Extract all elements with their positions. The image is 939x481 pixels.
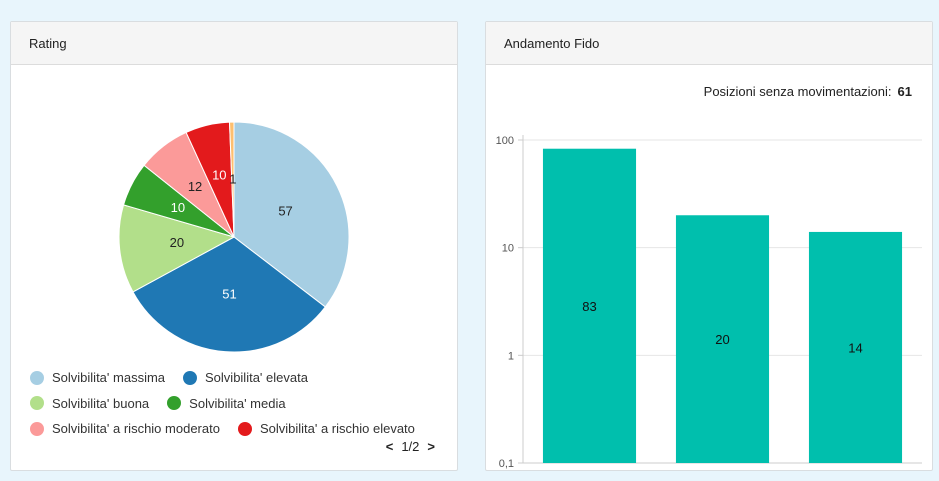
pie-slice-label: 57 — [278, 204, 292, 219]
legend-color-dot — [237, 421, 252, 436]
legend-item[interactable]: Solvibilita' a rischio elevato — [237, 421, 415, 437]
pie-slice[interactable] — [228, 121, 235, 238]
legend-row: Solvibilita' buona Solvibilita' media — [30, 391, 450, 417]
pie-slice-label: 51 — [222, 286, 236, 301]
rating-card: Rating 57 51 20 10 12 10 1 Solvibilita' massim… — [10, 21, 458, 471]
legend-row: Solvibilita' a rischio moderato Solvibili… — [30, 416, 450, 442]
legend-label: Solvibilita' massima — [52, 370, 166, 386]
legend-label: Solvibilita' a rischio moderato — [52, 421, 220, 437]
pie-slice-label: 1 — [229, 172, 236, 187]
pie-slice-label: 10 — [171, 200, 185, 215]
legend-item[interactable]: Solvibilita' a rischio moderato — [30, 421, 220, 436]
y-tick-label: 1 — [508, 350, 514, 362]
bar-value-label: 83 — [582, 299, 596, 314]
pager-next-button[interactable]: > — [427, 439, 435, 454]
pager-page-indicator: 1/2 — [401, 439, 420, 454]
rating-card-title: Rating — [11, 22, 457, 65]
legend-label: Solvibilita' elevata — [205, 370, 308, 386]
legend-label: Solvibilita' media — [189, 395, 286, 411]
legend-color-dot — [183, 370, 198, 385]
y-tick-label: 10 — [502, 243, 514, 255]
andamento-fido-card-title: Andamento Fido — [486, 22, 932, 65]
legend-color-dot — [167, 396, 182, 411]
bar[interactable] — [542, 148, 637, 463]
legend-color-dot — [30, 370, 44, 385]
no-movement-summary: Posizioni senza movimentazioni: 61 — [704, 84, 912, 99]
no-movement-label: Posizioni senza movimentazioni: — [703, 84, 892, 99]
bar[interactable] — [808, 231, 903, 463]
legend-color-dot — [30, 421, 44, 436]
y-tick-label: 100 — [496, 135, 514, 147]
legend-label: Solvibilita' buona — [52, 395, 150, 411]
legend-item[interactable]: Solvibilita' elevata — [183, 370, 308, 385]
andamento-fido-card: Andamento Fido Posizioni senza movimenta… — [485, 21, 933, 471]
legend-item[interactable]: Solvibilita' media — [167, 395, 286, 411]
pager-prev-button[interactable]: < — [385, 439, 394, 454]
bar[interactable] — [675, 215, 770, 463]
bar-value-label: 14 — [848, 340, 862, 355]
pie-legend: Solvibilita' massima Solvibilita' elevata… — [30, 365, 450, 442]
pie-slice[interactable] — [132, 236, 326, 353]
pie-slice-label: 12 — [188, 179, 202, 194]
pie-slice-label: 10 — [212, 167, 226, 182]
legend-color-dot — [30, 396, 44, 411]
legend-item[interactable]: Solvibilita' buona — [30, 396, 149, 411]
legend-row: Solvibilita' massima Solvibilita' elevata — [30, 365, 450, 391]
pie-slice-label: 20 — [170, 235, 184, 250]
pie-slice[interactable] — [118, 204, 236, 293]
bar-value-label: 20 — [715, 332, 729, 347]
no-movement-value: 61 — [897, 84, 912, 99]
pie-slice[interactable] — [233, 121, 350, 308]
andamento-fido-bar-chart: 0,111010083Crescente20Decrescente14Stabi… — [496, 135, 922, 470]
legend-pager: < 1/2 > — [386, 439, 435, 454]
legend-label: Solvibilita' a rischio elevato — [259, 421, 415, 437]
y-tick-label: 0,1 — [499, 458, 514, 470]
legend-item[interactable]: Solvibilita' massima — [30, 370, 165, 385]
